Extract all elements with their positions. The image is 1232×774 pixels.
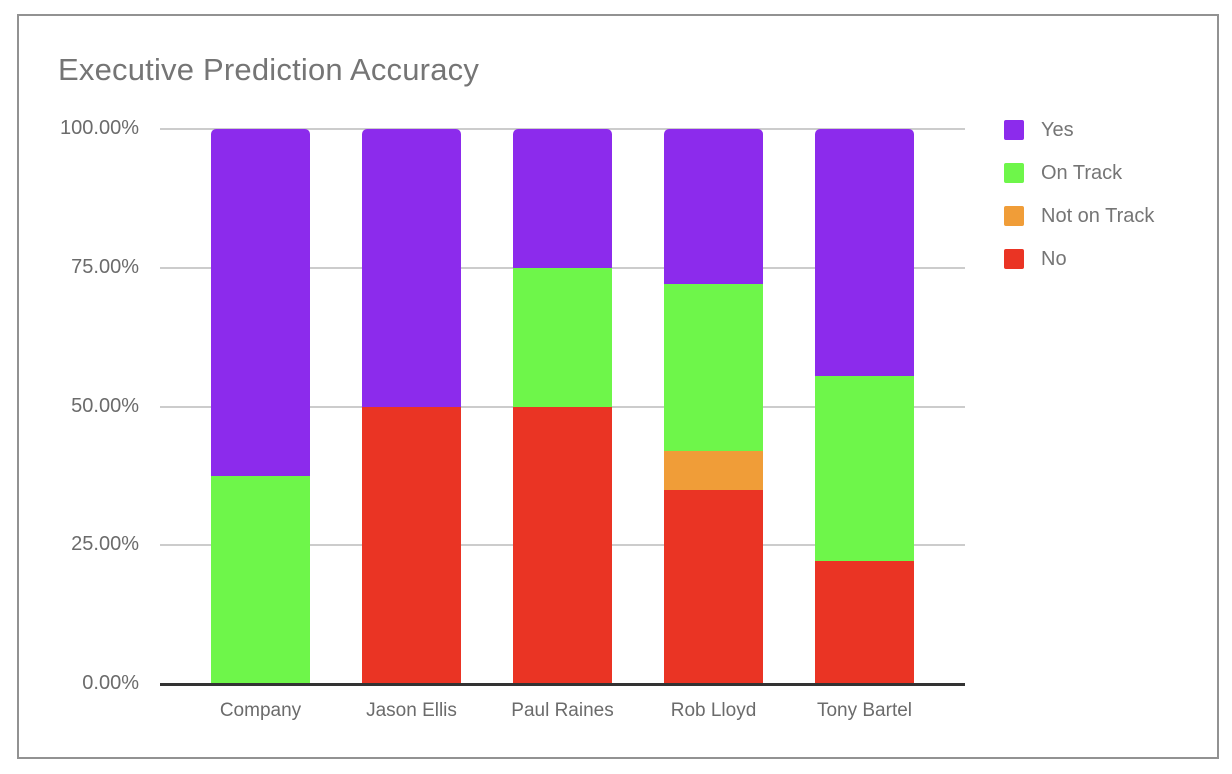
bar-jason-ellis [362, 129, 461, 684]
segment-no [815, 560, 914, 684]
bar-rob-lloyd [664, 129, 763, 684]
segment-on-track [211, 475, 310, 684]
y-tick-label-100: 100.00% [60, 117, 139, 139]
y-tick-label-0: 0.00% [82, 672, 139, 694]
segment-not-on-track [664, 450, 763, 490]
chart-title: Executive Prediction Accuracy [58, 52, 480, 87]
segment-on-track [815, 375, 914, 561]
legend-swatch-icon [1004, 206, 1024, 226]
legend-label: No [1041, 247, 1067, 270]
segment-no [664, 489, 763, 684]
segment-no [362, 406, 461, 684]
segment-yes [211, 129, 310, 476]
legend-label: On Track [1041, 161, 1123, 184]
x-category-label-rob-lloyd: Rob Lloyd [670, 700, 757, 721]
bar-stack [513, 129, 612, 684]
x-category-label-company: Company [219, 700, 302, 721]
bar-tony-bartel [815, 129, 914, 684]
plot-area: Company Jason Ellis Paul Raines Rob Lloyd To… [160, 128, 965, 721]
legend-item-not-on-track: Not on Track [1004, 204, 1155, 227]
chart-legend: Yes On Track Not on Track No [1004, 118, 1155, 292]
x-axis-baseline [160, 683, 965, 686]
bar-stack [211, 129, 310, 684]
legend-label: Yes [1041, 118, 1074, 141]
legend-swatch-icon [1004, 120, 1024, 140]
bar-stack [664, 129, 763, 684]
y-tick-label-75: 75.00% [71, 255, 139, 278]
bar-company [211, 129, 310, 684]
segment-no [513, 406, 612, 684]
segment-on-track [513, 267, 612, 407]
y-tick-label-50: 50.00% [71, 394, 139, 417]
bar-stack [362, 129, 461, 684]
bar-paul-raines [513, 129, 612, 684]
segment-yes [815, 129, 914, 376]
chart-card: Executive Prediction Accuracy Company Jas… [17, 14, 1219, 759]
legend-swatch-icon [1004, 249, 1024, 269]
x-category-label-tony-bartel: Tony Bartel [816, 700, 913, 721]
x-category-label-jason-ellis: Jason Ellis [366, 700, 457, 721]
legend-item-on-track: On Track [1004, 161, 1154, 184]
legend-item-yes: Yes [1004, 118, 1154, 141]
segment-on-track [664, 284, 763, 451]
x-category-label-paul-raines: Paul Raines [511, 700, 614, 721]
bar-stack [815, 129, 914, 684]
y-tick-label-25: 25.00% [71, 533, 139, 556]
segment-yes [664, 129, 763, 285]
legend-label: Not on Track [1041, 204, 1155, 227]
legend-swatch-icon [1004, 163, 1024, 183]
legend-item-no: No [1004, 247, 1154, 270]
segment-yes [362, 129, 461, 407]
segment-yes [513, 129, 612, 268]
